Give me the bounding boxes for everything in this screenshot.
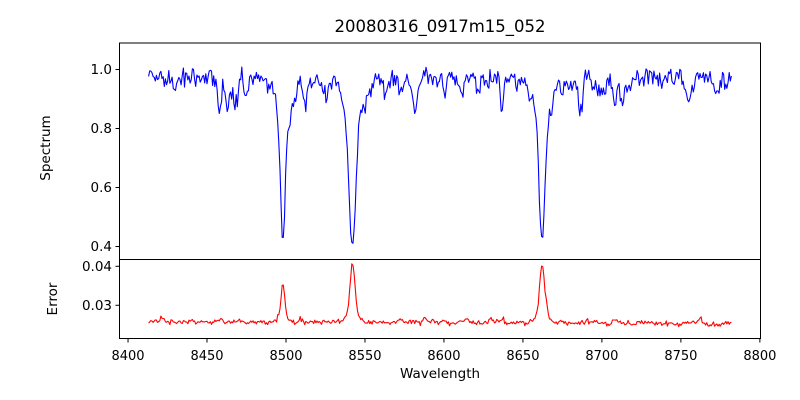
y-tick-label: 0.03 [82, 298, 112, 314]
x-axis-ticks: 8400 8450 8500 8550 8600 8650 8700 8750 8800 [111, 338, 776, 364]
x-tick-label: 8500 [269, 349, 302, 364]
x-tick-label: 8400 [111, 349, 144, 364]
x-tick-label: 8750 [664, 349, 697, 364]
x-tick-label: 8650 [506, 349, 539, 364]
x-tick-label: 8800 [743, 349, 776, 364]
x-tick-label: 8700 [585, 349, 618, 364]
y-tick-label: 1.0 [91, 62, 112, 78]
chart-title: 20080316_0917m15_052 [334, 17, 546, 36]
x-tick-label: 8600 [427, 349, 460, 364]
error-y-ticks: 0.03 0.04 [82, 259, 120, 314]
y-tick-label: 0.04 [82, 259, 112, 275]
x-axis-label: Wavelength [399, 366, 481, 382]
error-line [148, 263, 732, 328]
spectrum-line [148, 66, 732, 244]
x-tick-label: 8550 [348, 349, 381, 364]
y-tick-label: 0.8 [91, 121, 112, 137]
spectrum-y-ticks: 0.4 0.6 0.8 1.0 [91, 62, 120, 255]
error-frame [119, 259, 761, 339]
x-tick-label: 8450 [190, 349, 223, 364]
y-tick-label: 0.4 [91, 239, 112, 255]
y-tick-label: 0.6 [91, 180, 112, 196]
